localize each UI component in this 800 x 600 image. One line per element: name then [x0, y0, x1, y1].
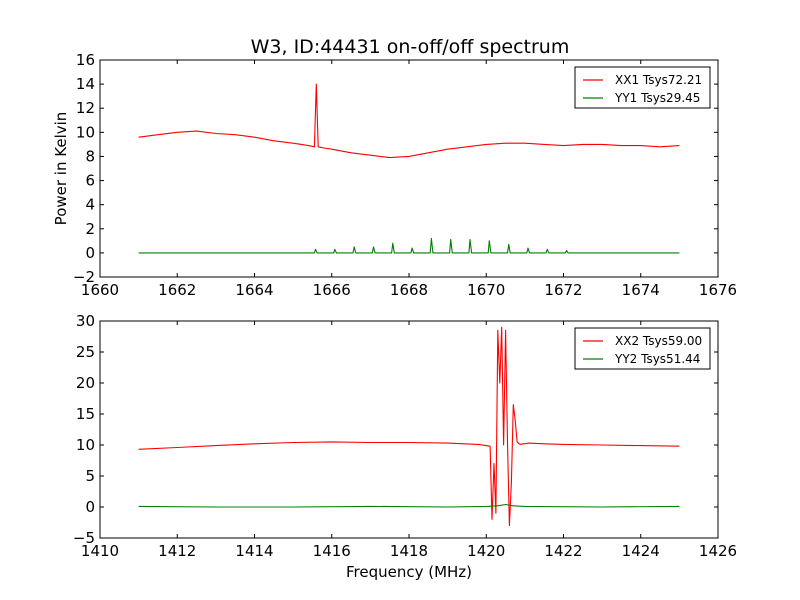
x-tick-label: 1662 — [158, 281, 196, 299]
series-line-xx — [138, 83, 680, 159]
legend-label: XX1 Tsys72.21 — [615, 73, 702, 87]
legend: XX1 Tsys72.21 YY1 Tsys29.45 — [574, 66, 711, 109]
legend-box — [574, 327, 711, 370]
series-line-yy — [138, 237, 680, 254]
x-tick-label: 1664 — [235, 281, 273, 299]
x-tick-label: 1416 — [313, 542, 351, 560]
bottom-spectrum-axes: 1410 1412 1414 1416 1418 1420 1422 1424 1426 −5 0 5… — [73, 312, 737, 581]
x-tick-label: 1668 — [390, 281, 428, 299]
x-tick-label: 1672 — [544, 281, 582, 299]
y-tick-label: 6 — [85, 172, 95, 190]
series-line-xx — [138, 326, 680, 527]
x-tick-label: 1670 — [467, 281, 505, 299]
figure-title: W3, ID:44431 on-off/off spectrum — [251, 36, 570, 58]
y-tick-label: 8 — [85, 147, 95, 165]
legend: XX2 Tsys59.00 YY2 Tsys51.44 — [574, 327, 711, 370]
y-tick-label: 25 — [76, 343, 95, 361]
legend-label: YY2 Tsys51.44 — [614, 352, 700, 366]
y-tick-label: 2 — [85, 220, 95, 238]
y-axis-label: Power in Kelvin — [52, 112, 70, 226]
x-tick-label: 1676 — [699, 281, 737, 299]
legend-box — [574, 66, 711, 109]
y-tick-label: 10 — [76, 436, 95, 454]
y-tick-label: 16 — [76, 51, 95, 69]
x-tick-label: 1674 — [622, 281, 660, 299]
y-tick-label: 14 — [76, 75, 95, 93]
y-tick-label: 5 — [85, 467, 95, 485]
y-tick-label: 4 — [85, 196, 95, 214]
x-tick-label: 1660 — [81, 281, 119, 299]
legend-label: XX2 Tsys59.00 — [615, 334, 702, 348]
y-tick-label: −2 — [73, 268, 95, 286]
x-axis-label: Frequency (MHz) — [346, 563, 472, 581]
series-line-yy — [138, 503, 680, 508]
y-tick-label: 20 — [76, 374, 95, 392]
x-tick-label: 1424 — [622, 542, 660, 560]
y-tick-label: 15 — [76, 405, 95, 423]
y-tick-label: 10 — [76, 123, 95, 141]
y-tick-label: 30 — [76, 312, 95, 330]
x-tick-label: 1422 — [544, 542, 582, 560]
x-tick-label: 1666 — [313, 281, 351, 299]
x-tick-label: 1412 — [158, 542, 196, 560]
y-tick-label: −5 — [73, 529, 95, 547]
x-tick-label: 1420 — [467, 542, 505, 560]
legend-label: YY1 Tsys29.45 — [614, 91, 700, 105]
x-tick-label: 1414 — [235, 542, 273, 560]
top-spectrum-axes: 1660 1662 1664 1666 1668 1670 1672 1674 1676−202… — [52, 51, 737, 299]
y-tick-label: 12 — [76, 99, 95, 117]
x-tick-label: 1410 — [81, 542, 119, 560]
y-tick-label: 0 — [85, 244, 95, 262]
y-tick-label: 0 — [85, 498, 95, 516]
x-tick-label: 1418 — [390, 542, 428, 560]
x-tick-label: 1426 — [699, 542, 737, 560]
